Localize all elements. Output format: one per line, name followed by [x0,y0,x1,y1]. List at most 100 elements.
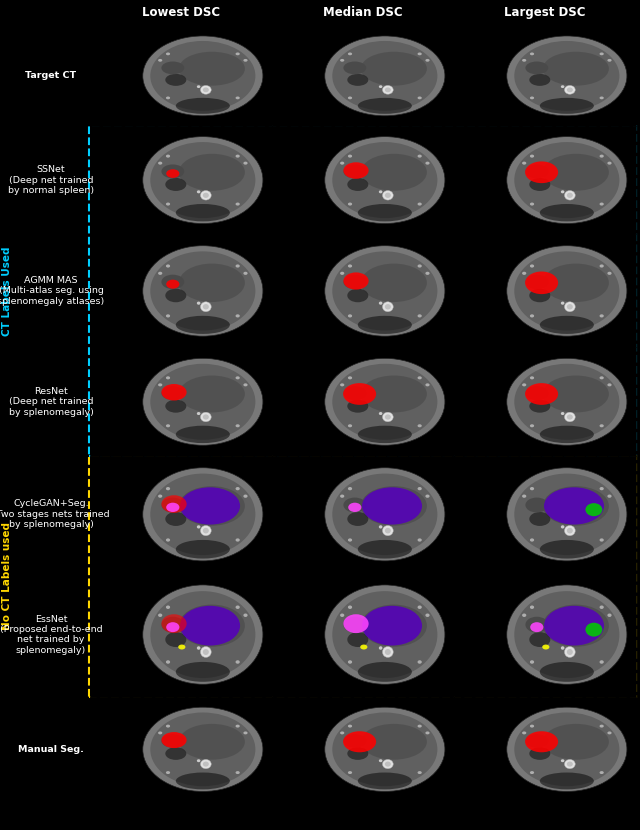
Ellipse shape [200,302,211,312]
Ellipse shape [567,414,573,420]
Ellipse shape [161,614,187,633]
Ellipse shape [564,525,575,535]
Ellipse shape [607,271,612,275]
Ellipse shape [243,59,248,61]
Ellipse shape [530,376,534,379]
Ellipse shape [197,190,200,193]
Bar [90,348,272,456]
Ellipse shape [236,52,240,56]
Ellipse shape [383,759,393,769]
Ellipse shape [543,604,609,647]
Ellipse shape [525,383,558,405]
Ellipse shape [600,660,604,664]
Ellipse shape [525,735,548,748]
Ellipse shape [179,724,245,759]
Ellipse shape [515,364,620,440]
Ellipse shape [543,51,609,85]
Ellipse shape [426,495,429,498]
Ellipse shape [332,364,437,440]
Ellipse shape [379,525,383,529]
Ellipse shape [358,540,412,559]
Ellipse shape [361,264,427,302]
Ellipse shape [522,383,526,387]
Ellipse shape [150,364,255,440]
Ellipse shape [561,85,564,88]
Ellipse shape [361,724,427,759]
Ellipse shape [383,191,393,200]
Ellipse shape [348,503,362,512]
Bar [454,126,636,234]
Ellipse shape [530,424,534,427]
Ellipse shape [348,52,352,56]
Ellipse shape [529,74,550,85]
Ellipse shape [324,246,445,336]
Ellipse shape [530,315,534,318]
Ellipse shape [385,193,391,198]
Ellipse shape [567,649,573,655]
Bar [454,26,636,126]
Ellipse shape [165,399,186,413]
Ellipse shape [243,731,248,735]
Ellipse shape [530,725,534,728]
Ellipse shape [236,487,240,491]
Ellipse shape [344,61,366,75]
Ellipse shape [600,52,604,56]
Text: Lowest DSC: Lowest DSC [142,7,220,19]
Ellipse shape [203,414,209,420]
Ellipse shape [340,59,344,61]
Ellipse shape [530,771,534,774]
Ellipse shape [348,203,352,206]
Ellipse shape [515,41,620,111]
Ellipse shape [236,376,240,379]
Ellipse shape [417,539,422,542]
Ellipse shape [358,98,412,114]
Ellipse shape [515,591,620,678]
Ellipse shape [143,36,263,116]
Ellipse shape [530,203,534,206]
Ellipse shape [200,647,211,657]
Ellipse shape [567,87,573,92]
Ellipse shape [361,51,427,85]
Ellipse shape [197,647,200,650]
Ellipse shape [530,96,534,100]
Ellipse shape [542,645,549,650]
Ellipse shape [179,264,245,302]
Ellipse shape [426,383,429,387]
Ellipse shape [203,649,209,655]
Ellipse shape [200,191,211,200]
Ellipse shape [561,647,564,650]
Ellipse shape [358,204,412,222]
Ellipse shape [525,61,548,75]
Text: Largest DSC: Largest DSC [504,7,586,19]
Ellipse shape [586,622,602,637]
Ellipse shape [176,426,230,443]
Ellipse shape [561,412,564,415]
Ellipse shape [236,315,240,318]
Ellipse shape [348,660,352,664]
Ellipse shape [161,617,184,632]
Ellipse shape [166,725,170,728]
Ellipse shape [197,412,200,415]
Ellipse shape [379,85,383,88]
Ellipse shape [197,85,200,88]
Ellipse shape [525,271,558,294]
Ellipse shape [540,426,594,443]
Ellipse shape [515,142,620,218]
Ellipse shape [362,606,422,646]
Ellipse shape [332,474,437,555]
Ellipse shape [522,613,526,617]
Ellipse shape [507,468,627,561]
Bar [90,696,272,802]
Ellipse shape [348,725,352,728]
Ellipse shape [525,497,548,512]
Ellipse shape [324,137,445,223]
Ellipse shape [540,98,594,114]
Ellipse shape [143,137,263,223]
Ellipse shape [564,191,575,200]
Ellipse shape [426,613,429,617]
Text: No CT Labels used: No CT Labels used [2,522,12,631]
Ellipse shape [543,154,609,191]
Ellipse shape [197,759,200,762]
Ellipse shape [340,495,344,498]
Ellipse shape [158,613,163,617]
